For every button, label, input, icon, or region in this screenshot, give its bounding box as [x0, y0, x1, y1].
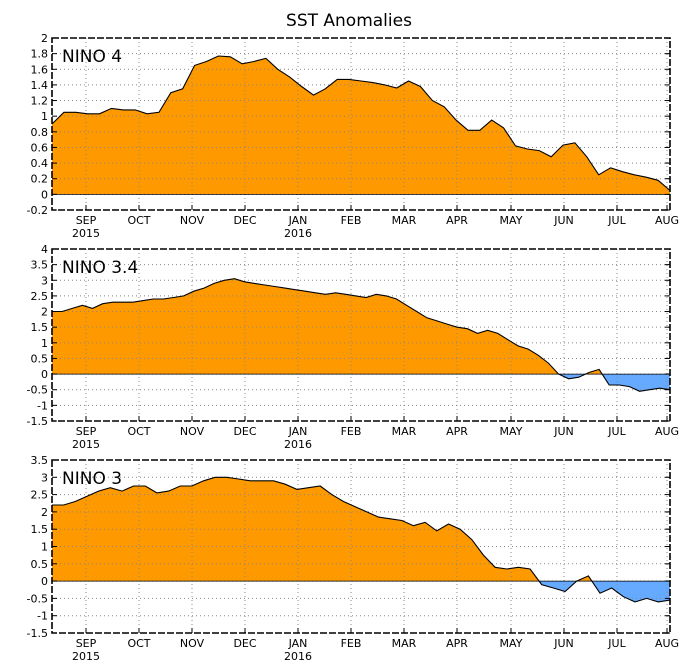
y-tick-label: 0.4 [31, 157, 49, 170]
x-tick-label: MAY [500, 214, 523, 227]
positive-anomaly-area [52, 278, 670, 375]
y-tick-label: -1.5 [27, 627, 48, 640]
x-tick-label: NOV [180, 425, 205, 438]
x-tick-label: SEP [76, 214, 97, 227]
x-tick-label: NOV [180, 637, 205, 650]
panel-label: NINO 3.4 [62, 258, 138, 278]
x-tick-label: AUG [655, 637, 679, 650]
x-tick-label: JAN [288, 637, 308, 650]
y-tick-label: 0.6 [31, 141, 49, 154]
x-tick-label: MAR [392, 425, 417, 438]
x-tick-label: AUG [655, 425, 679, 438]
y-tick-label: 2 [41, 506, 48, 519]
year-label: 2015 [72, 650, 100, 663]
x-tick-label: FEB [341, 214, 362, 227]
x-tick-label: JAN [288, 425, 308, 438]
x-tick-label: DEC [233, 214, 256, 227]
x-tick-label: JUL [607, 214, 626, 227]
y-tick-label: 1.6 [31, 63, 49, 76]
chart-title: SST Anomalies [286, 11, 412, 31]
x-tick-label: NOV [180, 214, 205, 227]
y-tick-label: 2 [41, 306, 48, 319]
x-tick-label: DEC [233, 425, 256, 438]
y-tick-label: 3.5 [31, 259, 49, 272]
y-tick-label: 0.5 [31, 352, 49, 365]
x-tick-label: JUL [607, 425, 626, 438]
panel-0: -0.2 0 0.2 0.4 0.6 0.8 1 1.2 1.4 1.6 1.8 2 SEP OCT NOV… [27, 32, 680, 240]
y-tick-label: 0.8 [31, 126, 49, 139]
y-tick-label: 1 [41, 337, 48, 350]
y-tick-label: 0 [41, 188, 48, 201]
year-label: 2016 [284, 650, 312, 663]
y-tick-label: 1.8 [31, 48, 49, 61]
year-label: 2016 [284, 438, 312, 451]
x-tick-label: OCT [127, 425, 150, 438]
x-tick-label: APR [446, 214, 468, 227]
year-label: 2016 [284, 227, 312, 240]
y-tick-label: -0.5 [27, 592, 48, 605]
plot-frame [51, 37, 671, 211]
year-label: 2015 [72, 438, 100, 451]
y-tick-label: 1 [41, 110, 48, 123]
y-tick-label: 0 [41, 575, 48, 588]
y-tick-label: 4 [41, 243, 48, 256]
x-tick-label: OCT [127, 637, 150, 650]
positive-anomaly-area [52, 477, 670, 582]
x-tick-label: FEB [341, 425, 362, 438]
x-tick-label: APR [446, 637, 468, 650]
panel-label: NINO 4 [62, 47, 122, 67]
x-tick-label: AUG [655, 214, 679, 227]
x-tick-label: FEB [341, 637, 362, 650]
panel-2: -1.5 -1 -0.5 0 0.5 1 1.5 2 2.5 3 3.5 SEP OCT NOV DEC JA… [27, 454, 680, 663]
y-tick-label: 3 [41, 471, 48, 484]
negative-anomaly-area [52, 581, 670, 602]
anomaly-series-line [51, 55, 671, 191]
y-tick-label: -0.2 [27, 204, 48, 217]
x-tick-label: MAR [392, 214, 417, 227]
y-tick-label: 1.2 [31, 95, 49, 108]
y-tick-label: 3.5 [31, 454, 49, 467]
y-tick-label: 0.5 [31, 558, 49, 571]
y-tick-label: 0 [41, 368, 48, 381]
x-tick-label: JUL [607, 637, 626, 650]
x-tick-label: SEP [76, 425, 97, 438]
x-tick-label: APR [446, 425, 468, 438]
y-tick-label: 1 [41, 541, 48, 554]
anomaly-series-line [52, 278, 671, 392]
x-tick-label: SEP [76, 637, 97, 650]
y-tick-label: -0.5 [27, 384, 48, 397]
y-tick-label: 1.5 [31, 523, 49, 536]
y-tick-label: 3 [41, 274, 48, 287]
year-label: 2015 [72, 227, 100, 240]
plot-frame [51, 248, 671, 422]
anomaly-series-line [52, 476, 671, 603]
x-tick-label: OCT [127, 214, 150, 227]
positive-anomaly-area [52, 56, 670, 195]
y-tick-label: -1 [37, 610, 48, 623]
x-tick-label: JAN [288, 214, 308, 227]
x-tick-label: MAY [500, 637, 523, 650]
x-tick-label: JUN [553, 425, 574, 438]
y-tick-label: 0.2 [31, 173, 49, 186]
y-tick-label: 1.4 [31, 79, 49, 92]
x-tick-label: JUN [553, 637, 574, 650]
negative-anomaly-area [52, 374, 670, 392]
x-tick-label: JUN [553, 214, 574, 227]
y-tick-label: 1.5 [31, 321, 49, 334]
panel-label: NINO 3 [62, 469, 122, 489]
x-tick-label: DEC [233, 637, 256, 650]
y-tick-label: 2.5 [31, 290, 49, 303]
x-tick-label: MAR [392, 637, 417, 650]
panel-1: -1.5 -1 -0.5 0 0.5 1 1.5 2 2.5 3 3.5 4 SEP OCT NOV DEC J… [27, 243, 680, 451]
x-tick-label: MAY [500, 425, 523, 438]
y-tick-label: 2.5 [31, 489, 49, 502]
y-tick-label: -1 [37, 399, 48, 412]
y-tick-label: -1.5 [27, 415, 48, 428]
y-tick-label: 2 [41, 32, 48, 45]
